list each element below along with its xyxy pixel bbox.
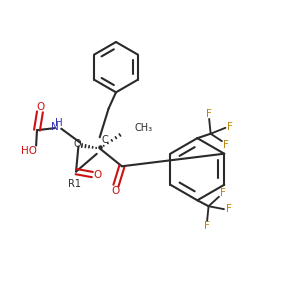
Text: HO: HO (21, 146, 37, 157)
Text: F: F (206, 109, 212, 119)
Text: O: O (94, 169, 102, 180)
Text: O: O (73, 139, 81, 149)
Text: C: C (101, 135, 108, 145)
Text: F: F (220, 188, 226, 198)
Text: O: O (37, 101, 45, 112)
Text: F: F (204, 221, 209, 231)
Text: H: H (55, 118, 63, 128)
Text: R1: R1 (68, 179, 81, 189)
Text: CH₃: CH₃ (134, 123, 152, 134)
Text: O: O (111, 186, 119, 197)
Text: F: F (223, 140, 228, 150)
Text: F: F (226, 204, 232, 214)
Text: F: F (227, 122, 233, 132)
Text: N: N (51, 122, 59, 132)
